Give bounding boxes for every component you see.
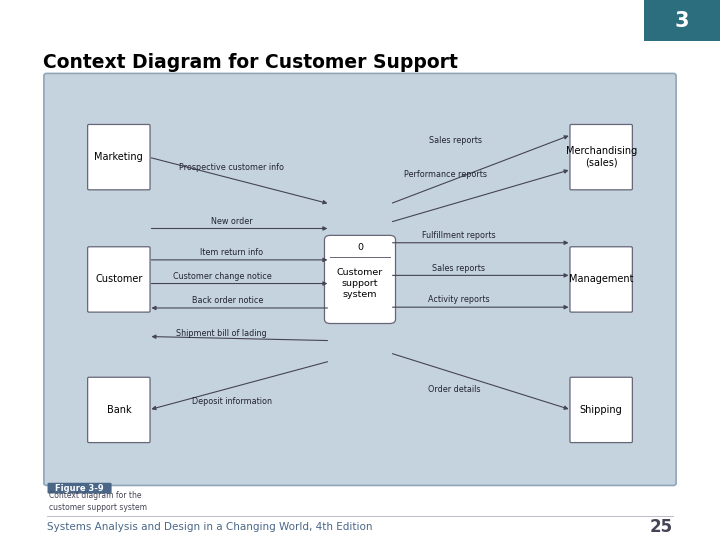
FancyBboxPatch shape (88, 124, 150, 190)
Text: Fulfillment reports: Fulfillment reports (422, 231, 496, 240)
Text: Context Diagram for Customer Support: Context Diagram for Customer Support (43, 52, 458, 72)
Text: Shipment bill of lading: Shipment bill of lading (176, 329, 266, 338)
Text: Back order notice: Back order notice (192, 296, 263, 305)
Text: Merchandising
(sales): Merchandising (sales) (565, 146, 636, 168)
FancyBboxPatch shape (570, 124, 632, 190)
FancyBboxPatch shape (570, 247, 632, 312)
FancyBboxPatch shape (88, 247, 150, 312)
Text: Customer change notice: Customer change notice (173, 272, 271, 281)
FancyBboxPatch shape (644, 0, 720, 40)
FancyBboxPatch shape (88, 377, 150, 443)
FancyBboxPatch shape (44, 73, 676, 485)
Text: Item return info: Item return info (200, 248, 263, 257)
Text: Figure 3-9: Figure 3-9 (55, 484, 104, 493)
FancyBboxPatch shape (325, 235, 395, 323)
Text: Deposit information: Deposit information (192, 397, 271, 406)
Text: Shipping: Shipping (580, 405, 623, 415)
FancyBboxPatch shape (48, 483, 112, 494)
Text: Systems Analysis and Design in a Changing World, 4th Edition: Systems Analysis and Design in a Changin… (47, 522, 372, 532)
Text: 3: 3 (675, 10, 689, 31)
Text: Management: Management (569, 274, 634, 285)
Text: Sales reports: Sales reports (429, 136, 482, 145)
Text: Prospective customer info: Prospective customer info (179, 163, 284, 172)
Text: Order details: Order details (428, 385, 480, 394)
Text: Sales reports: Sales reports (433, 264, 485, 273)
Text: New order: New order (211, 217, 253, 226)
Text: Customer: Customer (95, 274, 143, 285)
Text: Marketing: Marketing (94, 152, 143, 162)
Text: Bank: Bank (107, 405, 131, 415)
Text: 0: 0 (357, 243, 363, 252)
Text: 25: 25 (650, 518, 673, 536)
Text: Context diagram for the
customer support system: Context diagram for the customer support… (49, 491, 147, 511)
Text: Customer
support
system: Customer support system (337, 268, 383, 299)
Text: Activity reports: Activity reports (428, 295, 490, 305)
Text: Performance reports: Performance reports (405, 170, 487, 179)
FancyBboxPatch shape (570, 377, 632, 443)
